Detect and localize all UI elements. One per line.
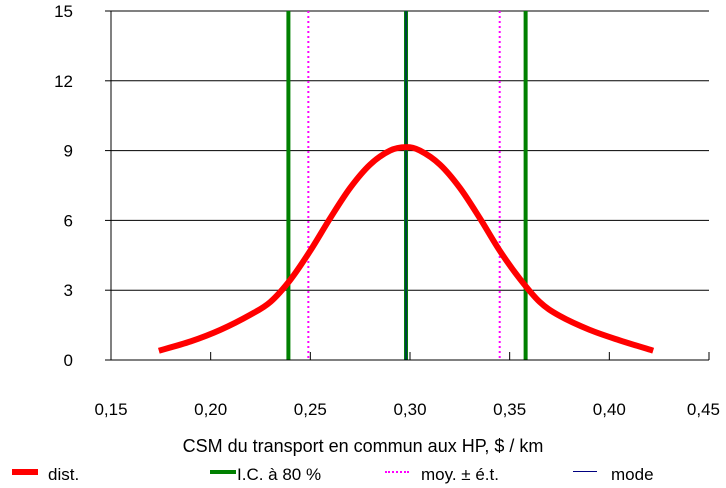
y-tick-label: 0 [64,351,73,370]
legend-label-dist: dist. [48,465,80,484]
x-axis-label: CSM du transport en commun aux HP, $ / k… [182,436,544,456]
chart: 0 3 6 9 12 15 0,15 0,20 0,25 0,30 0,35 0,40 0,45 [54,2,720,419]
series-group [157,144,655,354]
y-tick-label: 9 [64,142,73,161]
x-tick-label: 0,25 [294,400,327,419]
x-tick-label: 0,40 [593,400,626,419]
x-tick-label: 0,35 [493,400,526,419]
legend-swatch-mode [573,471,597,472]
distribution-curve [157,144,655,354]
reference-lines [286,11,528,360]
x-tick-labels: 0,15 0,20 0,25 0,30 0,35 0,40 0,45 [94,400,720,419]
x-tick-label: 0,15 [94,400,127,419]
legend-label-mean-sd: moy. ± é.t. [421,465,499,484]
x-tick-label: 0,45 [687,400,720,419]
y-tick-label: 12 [54,72,73,91]
legend: dist. I.C. à 80 % moy. ± é.t. mode [0,463,726,487]
plot-area [111,11,709,360]
legend-label-mode: mode [611,465,654,484]
x-tick-label: 0,30 [393,400,426,419]
legend-swatch-ic [210,470,236,474]
legend-swatch-mean-sd [385,471,409,473]
y-tick-label: 3 [64,281,73,300]
y-tick-labels: 0 3 6 9 12 15 [54,2,73,370]
legend-label-ic: I.C. à 80 % [237,465,322,484]
y-tick-label: 15 [54,2,73,21]
gridlines [111,10,709,291]
legend-swatch-dist [12,469,38,475]
y-tick-label: 6 [64,211,73,230]
x-tick-label: 0,20 [194,400,227,419]
